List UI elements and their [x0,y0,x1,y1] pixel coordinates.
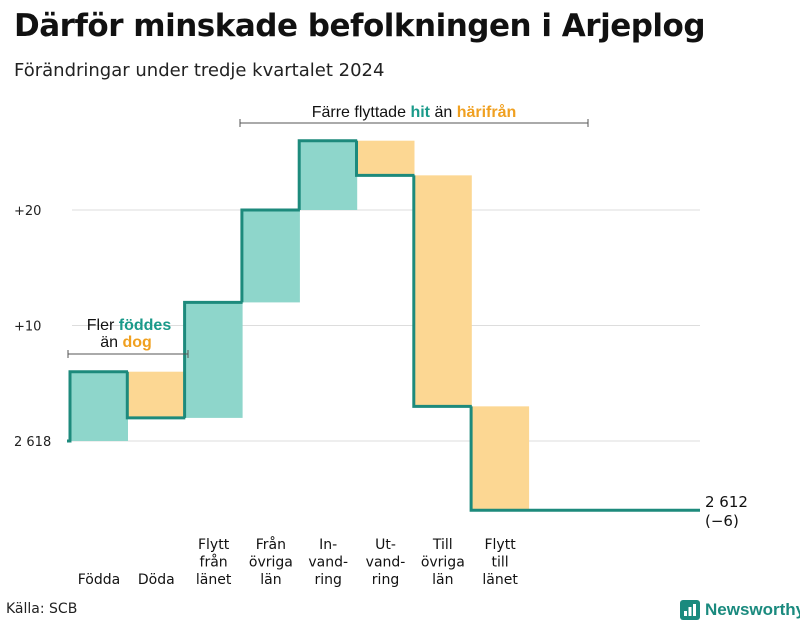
annotation-births: Fler föddes än dog [67,317,189,358]
bar-0 [70,371,128,441]
newsworthy-icon [680,600,700,620]
annotation-births-line1: Fler föddes [87,317,172,334]
bars [70,140,530,511]
step-line-group [67,139,700,512]
step-line [67,139,700,512]
category-label-7: Flytt till länet [482,537,518,588]
end-delta-label: (−6) [705,512,739,530]
brand-logo: Newsworthy [680,600,800,620]
bar-7 [471,406,530,511]
brand-name: Newsworthy [705,600,800,619]
bar-3 [241,210,300,303]
y-tick-label-2: +20 [14,204,41,219]
bar-6 [413,175,472,407]
category-label-2: Flytt från länet [196,537,232,588]
bar-5 [356,140,415,176]
annotation-migration: Färre flyttade hit än härifrån [239,103,589,127]
chart-subtitle: Förändringar under tredje kvartalet 2024 [14,60,385,81]
category-label-0: Födda [78,572,120,588]
annotation-migration-text: Färre flyttade hit än härifrån [312,103,517,121]
category-label-5: Ut-vand-ring [366,537,406,588]
gridlines [72,209,700,442]
bar-4 [299,140,358,210]
category-labels: Födda Döda Flytt från länet Från övriga län In-v… [78,536,519,588]
y-tick-label-1: +10 [14,320,41,335]
bar-2 [184,302,243,418]
category-label-4: In-vand-ring [308,537,348,588]
chart-title: Därför minskade befolkningen i Arjeplog [14,8,706,44]
bar-1 [127,371,186,418]
category-label-6: Till övriga län [421,537,465,588]
annotation-births-line2: än dog [100,334,152,351]
end-value-label: 2 612 [705,493,748,511]
source-note: Källa: SCB [6,601,78,617]
y-axis-ticks: 2 618 +10 +20 [14,204,51,450]
y-tick-label-0: 2 618 [14,435,51,450]
category-label-1: Döda [138,572,175,588]
category-label-3: Från övriga län [249,536,293,588]
